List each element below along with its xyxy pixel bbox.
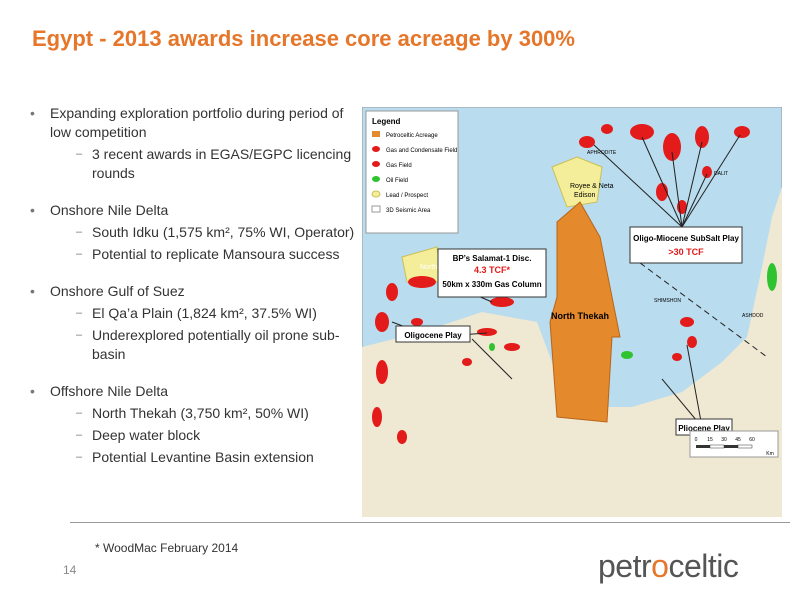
scale-label: 45 xyxy=(735,437,741,443)
slide-title: Egypt - 2013 awards increase core acreag… xyxy=(32,26,575,51)
sub-bullet: 3 recent awards in EGAS/EGPC licencing r… xyxy=(50,145,360,183)
logo-text: petr xyxy=(598,548,652,584)
callout-text: Oligo-Miocene SubSalt Play xyxy=(633,234,739,243)
bullet-text: Offshore Nile Delta xyxy=(50,383,169,399)
scale-label: 30 xyxy=(721,437,727,443)
legend-label: Gas and Condensate Field xyxy=(386,148,457,154)
map-label: North Thekah xyxy=(551,311,609,321)
oil-fields xyxy=(489,263,777,359)
scale-label: Km xyxy=(766,451,774,457)
boundary xyxy=(631,256,768,358)
bullet-text: Expanding exploration portfolio during p… xyxy=(50,105,344,140)
lead-area xyxy=(551,156,603,208)
logo-accent: o xyxy=(651,548,669,584)
callout-text: 50km x 330m Gas Column xyxy=(442,280,541,289)
callout xyxy=(629,226,743,264)
page-number: 14 xyxy=(63,563,77,577)
bullet-group: Offshore Nile Delta North Thekah (3,750 k… xyxy=(30,382,360,467)
sub-bullet: North Thekah (3,750 km², 50% WI) xyxy=(50,404,360,423)
map-label: SHIMSHON xyxy=(654,298,681,304)
callout-text: >30 TCF xyxy=(668,247,704,257)
map-label: DALIT xyxy=(714,171,728,177)
callout-text: BP’s Salamat-1 Disc. xyxy=(453,254,532,263)
legend-label: Gas Field xyxy=(386,163,412,169)
callout xyxy=(437,248,547,298)
sub-bullet: Potential to replicate Mansoura success xyxy=(50,245,360,264)
bullet-list: Expanding exploration portfolio during p… xyxy=(30,104,360,467)
sub-bullet: El Qa’a Plain (1,824 km², 37.5% WI) xyxy=(50,304,360,323)
legend-label: Oil Field xyxy=(386,178,408,184)
callout xyxy=(395,325,471,343)
bullet-group: Onshore Gulf of Suez El Qa’a Plain (1,824… xyxy=(30,282,360,364)
footnote: * WoodMac February 2014 xyxy=(95,541,239,555)
legend: Legend Petroceltic Acreage Gas and Conden… xyxy=(365,110,459,234)
map-label: ASHDOD xyxy=(742,313,764,319)
callout-text: Pliocene Play xyxy=(678,424,730,433)
scale-label: 60 xyxy=(749,437,755,443)
legend-label: 3D Seismic Area xyxy=(386,208,431,214)
sub-bullet: Deep water block xyxy=(50,426,360,445)
bullet-group: Onshore Nile Delta South Idku (1,575 km²,… xyxy=(30,201,360,264)
bullet-text: Onshore Nile Delta xyxy=(50,202,169,218)
acreage xyxy=(549,201,621,423)
scale-label: 0 xyxy=(695,437,698,443)
legend-title: Legend xyxy=(372,117,401,126)
divider xyxy=(70,522,790,523)
bullet-text: Onshore Gulf of Suez xyxy=(50,283,185,299)
legend-label: Lead / Prospect xyxy=(386,193,428,199)
bullet-group: Expanding exploration portfolio during p… xyxy=(30,104,360,183)
sub-bullet: Potential Levantine Basin extension xyxy=(50,448,360,467)
callout-text: Oligocene Play xyxy=(404,331,462,340)
map-label: Edison xyxy=(574,192,596,199)
map-label: APHRODITE xyxy=(587,150,617,156)
sub-bullet: South Idku (1,575 km², 75% WI, Operator) xyxy=(50,223,360,242)
logo-text: celtic xyxy=(668,548,739,584)
legend-label: Petroceltic Acreage xyxy=(386,133,438,139)
map: Legend Petroceltic Acreage Gas and Conden… xyxy=(362,107,782,517)
logo: petroceltic xyxy=(598,548,739,585)
sub-bullet: Underexplored potentially oil prone sub-… xyxy=(50,326,360,364)
map-label: North Damietta xyxy=(420,264,467,271)
scale-bar: 0 15 30 45 60 Km xyxy=(689,430,779,458)
scale-label: 15 xyxy=(707,437,713,443)
callout-text: 4.3 TCF* xyxy=(474,265,511,275)
arrows xyxy=(391,134,741,428)
map-label: Royee & Neta xyxy=(570,183,614,190)
